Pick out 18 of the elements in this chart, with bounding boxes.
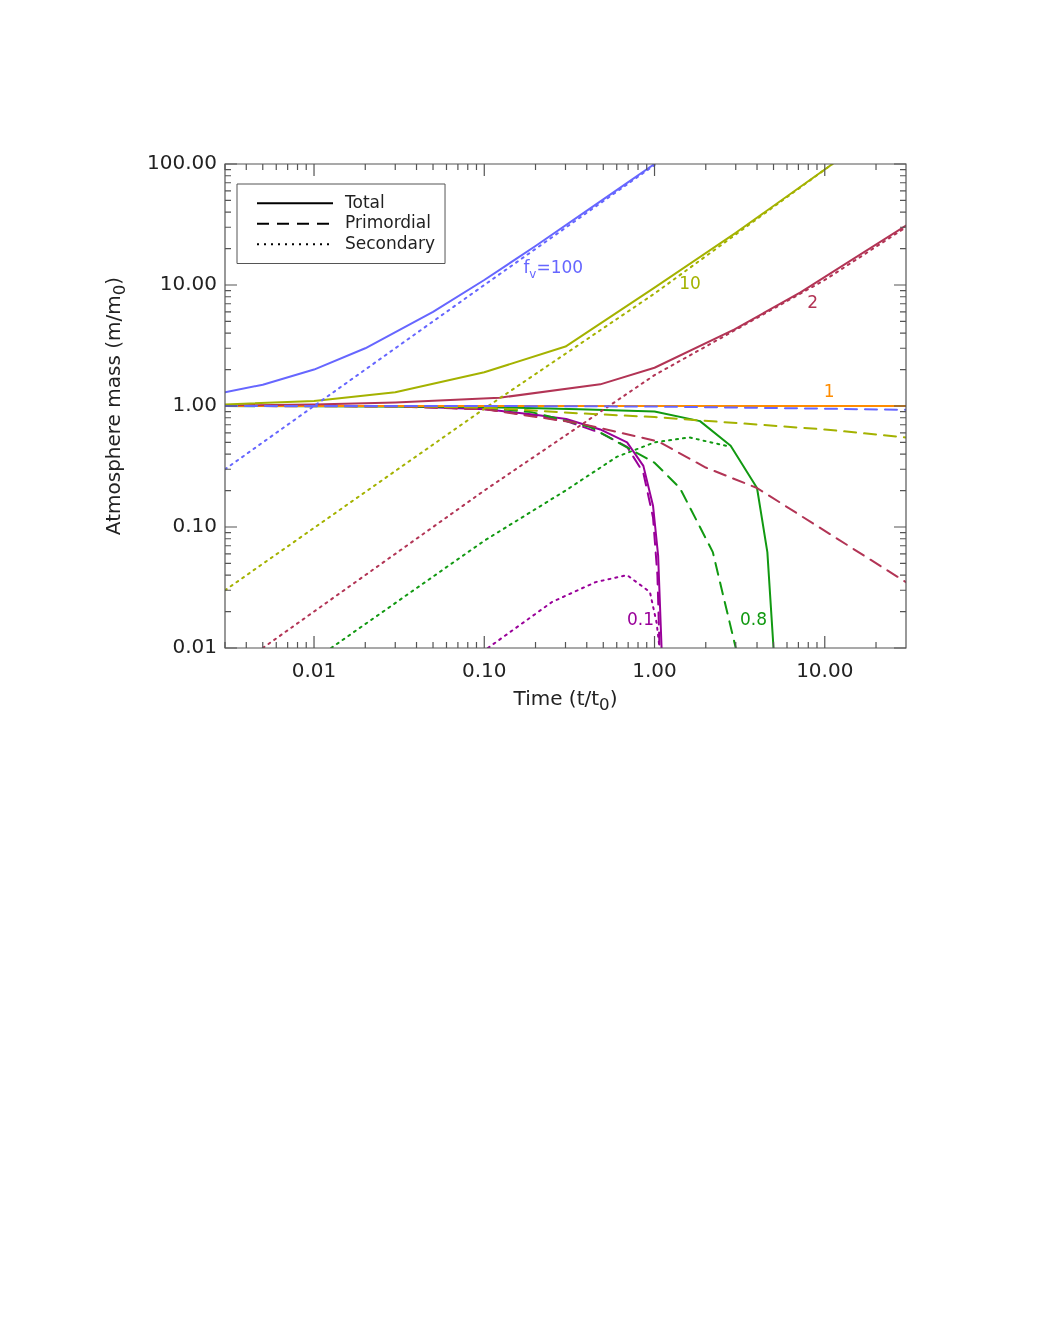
- series-label: 1: [823, 381, 835, 402]
- series-label: 0.8: [740, 609, 768, 630]
- x-tick-label: 0.01: [291, 658, 337, 683]
- x-tick-label: 0.10: [462, 658, 507, 683]
- y-tick-label: 1.00: [172, 392, 217, 417]
- series-label: 2: [807, 292, 819, 313]
- y-tick-label: 100.00: [147, 150, 217, 175]
- series-label: 0.1: [627, 609, 655, 630]
- legend-label: Secondary: [345, 232, 436, 253]
- y-tick-label: 10.00: [159, 271, 217, 296]
- x-tick-label: 10.00: [796, 658, 854, 683]
- y-tick-label: 0.01: [172, 634, 217, 659]
- legend-label: Primordial: [345, 212, 431, 233]
- x-tick-label: 1.00: [632, 658, 677, 683]
- series-label: 10: [679, 273, 701, 294]
- y-tick-label: 0.10: [172, 513, 217, 538]
- x-axis-title: Time (t/t$_{0}$): [513, 686, 618, 714]
- legend-label: Total: [344, 191, 385, 212]
